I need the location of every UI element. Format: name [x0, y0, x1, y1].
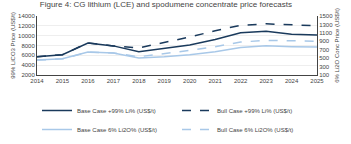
svg-text:2016: 2016 [81, 78, 95, 84]
svg-text:14000: 14000 [18, 13, 35, 19]
svg-text:Bull Case 6% Li2O% (US$/t): Bull Case 6% Li2O% (US$/t) [217, 127, 293, 133]
svg-text:2014: 2014 [30, 78, 44, 84]
svg-text:2022: 2022 [234, 78, 248, 84]
svg-text:2023: 2023 [259, 78, 273, 84]
svg-text:2024: 2024 [285, 78, 299, 84]
svg-text:Bull Case +99% Li% (US$/t): Bull Case +99% Li% (US$/t) [217, 108, 292, 114]
svg-text:300: 300 [319, 64, 330, 70]
svg-text:1100: 1100 [319, 30, 333, 36]
svg-text:4000: 4000 [21, 62, 35, 68]
svg-text:2019: 2019 [158, 78, 172, 84]
svg-text:2020: 2020 [183, 78, 197, 84]
svg-text:12000: 12000 [18, 23, 35, 29]
svg-text:2025: 2025 [310, 78, 324, 84]
svg-text:2000: 2000 [21, 72, 35, 78]
svg-text:900: 900 [319, 38, 330, 44]
svg-text:10000: 10000 [18, 33, 35, 39]
svg-text:6000: 6000 [21, 52, 35, 58]
svg-text:2018: 2018 [132, 78, 146, 84]
svg-text:Figure 4: CG lithium (LCE) and: Figure 4: CG lithium (LCE) and spodumene… [40, 0, 292, 9]
svg-text:6% Li2O Conc Price (US$/t): 6% Li2O Conc Price (US$/t) [334, 8, 340, 83]
svg-text:500: 500 [319, 55, 330, 61]
svg-text:2021: 2021 [209, 78, 223, 84]
svg-text:99% LiCO3 Price (US$/t): 99% LiCO3 Price (US$/t) [10, 12, 16, 79]
svg-text:Base Case +99% Li% (US$/t): Base Case +99% Li% (US$/t) [77, 108, 156, 114]
svg-text:1500: 1500 [319, 13, 333, 19]
svg-text:Base Case 6% Li2O% (US$/t): Base Case 6% Li2O% (US$/t) [77, 127, 157, 133]
svg-text:700: 700 [319, 47, 330, 53]
svg-text:8000: 8000 [21, 43, 35, 49]
svg-text:100: 100 [319, 72, 330, 78]
svg-text:1300: 1300 [319, 22, 333, 28]
svg-text:2015: 2015 [56, 78, 70, 84]
svg-text:2017: 2017 [107, 78, 121, 84]
